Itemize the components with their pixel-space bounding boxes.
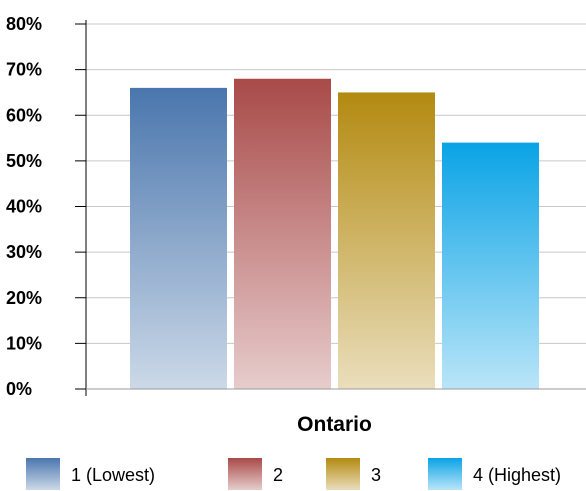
bar-2 <box>234 78 331 389</box>
legend-label-2: 2 <box>273 465 283 485</box>
y-axis: 0% 10% 20% 30% 40% 50% 60% 70% 80% <box>6 14 87 399</box>
legend-swatch-1 <box>26 458 60 490</box>
bar-3 <box>338 92 435 389</box>
y-tick-label: 80% <box>6 14 42 34</box>
legend: 1 (Lowest) 2 3 4 (Highest) <box>26 458 561 490</box>
bar-1 <box>130 87 227 389</box>
y-tick-label: 30% <box>6 242 42 262</box>
y-tick-label: 70% <box>6 60 42 80</box>
legend-swatch-2 <box>228 458 262 490</box>
legend-label-1: 1 (Lowest) <box>71 465 155 485</box>
legend-swatch-3 <box>326 458 360 490</box>
bars <box>130 78 539 389</box>
y-tick-label: 60% <box>6 105 42 125</box>
y-tick-label: 50% <box>6 151 42 171</box>
bar-4 <box>442 142 539 389</box>
x-axis: Ontario <box>86 388 586 436</box>
y-tick-label: 40% <box>6 197 42 217</box>
x-category-label: Ontario <box>297 413 372 436</box>
legend-swatch-4 <box>428 458 462 490</box>
legend-label-4: 4 (Highest) <box>473 465 561 485</box>
y-tick-label: 10% <box>6 333 42 353</box>
y-tick-label: 20% <box>6 288 42 308</box>
y-tick-label: 0% <box>6 379 32 399</box>
legend-label-3: 3 <box>371 465 381 485</box>
